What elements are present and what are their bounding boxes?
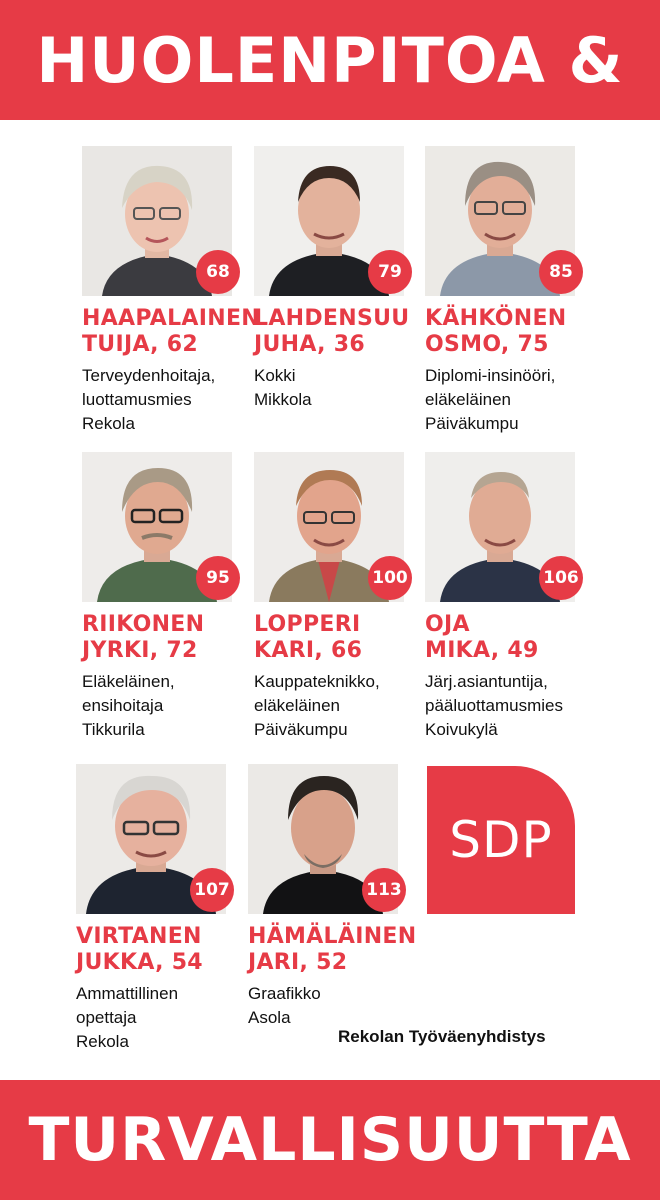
candidate-photo <box>82 146 232 296</box>
candidate-name: VIRTANEN JUKKA, 54 <box>76 924 203 975</box>
candidate-card: 106 OJA MIKA, 49 Järj.asiantuntija, pääluo… <box>425 452 595 742</box>
header-banner: HUOLENPITOA & <box>0 0 660 120</box>
candidate-photo <box>425 146 575 296</box>
candidate-card: 113 HÄMÄLÄINEN JARI, 52 Graafikko Asola <box>248 764 418 1030</box>
organization-name: Rekolan Työväenyhdistys <box>338 1027 546 1046</box>
candidate-description: Diplomi-insinööri, eläkeläinen Päiväkumpu <box>425 366 556 433</box>
candidate-description: Graafikko Asola <box>248 984 321 1027</box>
candidate-number-badge: 95 <box>196 556 240 600</box>
candidate-card: 79 LAHDENSUU JUHA, 36 Kokki Mikkola <box>254 146 424 412</box>
candidate-name: KÄHKÖNEN OSMO, 75 <box>425 306 567 357</box>
candidate-photo <box>82 452 232 602</box>
candidate-number-badge: 79 <box>368 250 412 294</box>
candidate-description: Terveydenhoitaja, luottamusmies Rekola <box>82 366 216 433</box>
candidate-card: 68 HAAPALAINEN TUIJA, 62 Terveydenhoitaja… <box>82 146 260 436</box>
candidate-card: 107 VIRTANEN JUKKA, 54 Ammattillinen opett… <box>76 764 246 1054</box>
candidate-name: LOPPERI KARI, 66 <box>254 612 363 663</box>
candidate-card: 95 RIIKONEN JYRKI, 72 Eläkeläinen, ensihoi… <box>82 452 252 742</box>
candidate-card: 100 LOPPERI KARI, 66 Kauppateknikko, eläke… <box>254 452 424 742</box>
candidate-description: Järj.asiantuntija, pääluottamusmies Koivuk… <box>425 672 563 739</box>
candidate-description: Eläkeläinen, ensihoitaja Tikkurila <box>82 672 175 739</box>
footer-title: TURVALLISUUTTA <box>28 1105 632 1175</box>
candidate-number-badge: 107 <box>190 868 234 912</box>
candidate-name: LAHDENSUU JUHA, 36 <box>254 306 410 357</box>
candidate-name: HAAPALAINEN TUIJA, 62 <box>82 306 260 357</box>
header-title: HUOLENPITOA & <box>36 23 624 97</box>
candidate-name: OJA MIKA, 49 <box>425 612 539 663</box>
sdp-logo-text: SDP <box>449 811 553 869</box>
candidate-description: Kauppateknikko, eläkeläinen Päiväkumpu <box>254 672 380 739</box>
candidate-photo <box>254 452 404 602</box>
candidate-description: Kokki Mikkola <box>254 366 312 409</box>
sdp-logo: SDP <box>427 766 575 914</box>
footer-banner: TURVALLISUUTTA <box>0 1080 660 1200</box>
candidate-name: RIIKONEN JYRKI, 72 <box>82 612 205 663</box>
candidate-card: 85 KÄHKÖNEN OSMO, 75 Diplomi-insinööri, el… <box>425 146 595 436</box>
candidate-description: Ammattillinen opettaja Rekola <box>76 984 179 1051</box>
candidate-number-badge: 113 <box>362 868 406 912</box>
candidate-number-badge: 106 <box>539 556 583 600</box>
candidate-number-badge: 68 <box>196 250 240 294</box>
candidate-number-badge: 100 <box>368 556 412 600</box>
candidate-name: HÄMÄLÄINEN JARI, 52 <box>248 924 417 975</box>
candidate-number-badge: 85 <box>539 250 583 294</box>
